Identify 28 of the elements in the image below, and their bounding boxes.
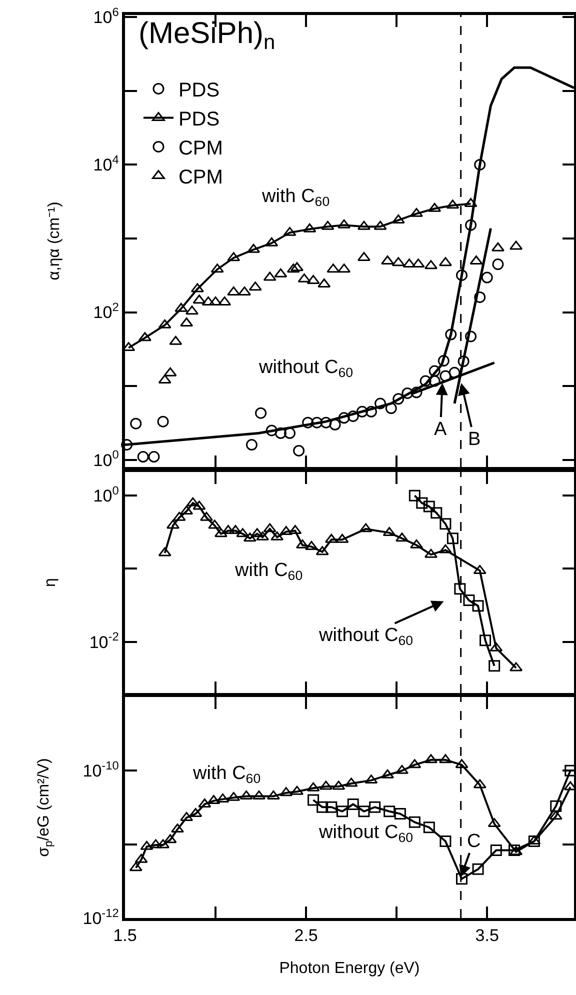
annotation: C — [467, 831, 481, 852]
x-axis-title: Photon Energy (eV) — [279, 960, 420, 977]
annotation: without C$_{60}$ — [318, 822, 413, 845]
y-tick-label: 10$^{2}$ — [93, 300, 120, 322]
y-tick-label: 10$^{-2}$ — [89, 630, 120, 652]
legend-label: CPM — [178, 166, 223, 189]
annotation: B — [468, 429, 481, 450]
annotation: with C$_{60}$ — [234, 560, 303, 583]
y-tick-label: 10$^{-10}$ — [82, 758, 120, 781]
x-tick-label: 1.5 — [113, 926, 137, 946]
annotation: A — [434, 419, 447, 440]
y-tick-label: 10$^{6}$ — [93, 4, 120, 28]
legend-label: PDS — [178, 80, 220, 102]
y-tick-label: 10$^{0}$ — [93, 448, 120, 470]
legend-label: PDS — [178, 108, 220, 131]
x-tick-label: 2.5 — [294, 926, 318, 946]
chart-title: (MeSiPh)$_{n}$ — [138, 16, 276, 54]
y-tick-label: 10$^{4}$ — [93, 152, 120, 175]
y-axis-title: α,ηα (cm⁻¹) — [46, 202, 64, 280]
x-tick-label: 3.5 — [475, 926, 499, 946]
annotation: without C$_{60}$ — [318, 625, 413, 648]
annotation: with C$_{60}$ — [261, 186, 330, 209]
y-tick-label: 10$^{0}$ — [93, 483, 120, 506]
annotation: with C$_{60}$ — [192, 763, 261, 786]
y-axis-title: η — [42, 578, 60, 587]
annotation: without C$_{60}$ — [258, 357, 353, 380]
legend-label: CPM — [178, 138, 223, 160]
y-tick-label: 10$^{-12}$ — [82, 906, 120, 928]
